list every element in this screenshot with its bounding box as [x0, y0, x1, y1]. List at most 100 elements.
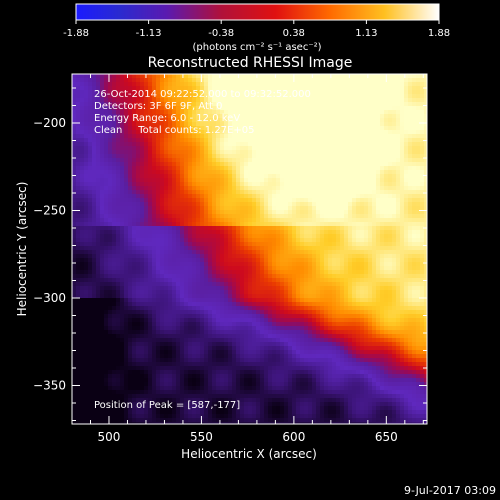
heatmap-cell	[176, 194, 181, 199]
heatmap-cell	[260, 146, 265, 151]
heatmap-cell	[140, 174, 145, 179]
heatmap-cell	[100, 182, 105, 187]
heatmap-cell	[192, 254, 197, 259]
heatmap-cell	[264, 126, 269, 131]
heatmap-cell	[384, 190, 389, 195]
heatmap-cell	[316, 222, 321, 227]
heatmap-cell	[316, 214, 321, 219]
heatmap-cell	[304, 286, 309, 291]
heatmap-cell	[424, 282, 427, 287]
heatmap-cell	[132, 162, 137, 167]
heatmap-cell	[328, 170, 333, 175]
heatmap-cell	[220, 174, 225, 179]
heatmap-cell	[116, 98, 121, 103]
heatmap-cell	[80, 170, 85, 175]
heatmap-cell	[172, 238, 177, 243]
heatmap-cell	[232, 178, 237, 183]
heatmap-cell	[216, 266, 221, 271]
heatmap-cell	[216, 74, 221, 79]
heatmap-cell	[352, 286, 357, 291]
heatmap-cell	[264, 278, 269, 283]
heatmap-cell	[300, 182, 305, 187]
heatmap-cell	[268, 138, 273, 143]
heatmap-cell	[380, 246, 385, 251]
heatmap-cell	[304, 134, 309, 139]
heatmap-cell	[252, 274, 257, 279]
heatmap-cell	[420, 206, 425, 211]
heatmap-cell	[360, 294, 365, 299]
heatmap-cell	[408, 218, 413, 223]
heatmap-cell	[140, 142, 145, 147]
heatmap-cell	[412, 282, 417, 287]
heatmap-cell	[80, 286, 85, 291]
heatmap-cell	[124, 74, 129, 79]
heatmap-cell	[224, 150, 229, 155]
heatmap-cell	[240, 206, 245, 211]
heatmap-cell	[164, 258, 169, 263]
heatmap-cell	[376, 118, 381, 123]
heatmap-cell	[200, 98, 205, 103]
heatmap-cell	[148, 166, 153, 171]
heatmap-cell	[384, 162, 389, 167]
heatmap-cell	[228, 222, 233, 227]
heatmap-cell	[248, 126, 253, 131]
heatmap-cell	[224, 282, 229, 287]
heatmap-cell	[424, 146, 427, 151]
heatmap-cell	[356, 222, 361, 227]
heatmap-cell	[304, 126, 309, 131]
heatmap-cell	[136, 114, 141, 119]
heatmap-cell	[300, 206, 305, 211]
heatmap-cell	[424, 258, 427, 263]
heatmap-cell	[320, 190, 325, 195]
heatmap-cell	[192, 102, 197, 107]
chart-title: Reconstructed RHESSI Image	[148, 55, 353, 71]
heatmap-cell	[376, 130, 381, 135]
heatmap-cell	[284, 102, 289, 107]
heatmap-cell	[408, 190, 413, 195]
heatmap-cell	[124, 194, 129, 199]
heatmap-cell	[264, 134, 269, 139]
heatmap-cell	[348, 230, 353, 235]
heatmap-cell	[220, 158, 225, 163]
heatmap-cell	[152, 154, 157, 159]
heatmap-cell	[100, 150, 105, 155]
heatmap-cell	[76, 274, 81, 279]
heatmap-cell	[104, 150, 109, 155]
heatmap-cell	[116, 94, 121, 99]
heatmap-cell	[84, 158, 89, 163]
heatmap-cell	[316, 254, 321, 259]
heatmap-cell	[240, 218, 245, 223]
heatmap-cell	[116, 162, 121, 167]
heatmap-cell	[72, 94, 77, 99]
heatmap-cell	[260, 246, 265, 251]
heatmap-cell	[332, 234, 337, 239]
heatmap-cell	[216, 202, 221, 207]
heatmap-cell	[376, 258, 381, 263]
heatmap-cell	[208, 146, 213, 151]
heatmap-cell	[316, 106, 321, 111]
heatmap-cell	[356, 118, 361, 123]
heatmap-cell	[84, 166, 89, 171]
heatmap-cell	[312, 114, 317, 119]
heatmap-cell	[308, 86, 313, 91]
heatmap-cell	[192, 150, 197, 155]
heatmap-cell	[344, 154, 349, 159]
heatmap-cell	[260, 258, 265, 263]
heatmap-cell	[404, 266, 409, 271]
heatmap-cell	[400, 174, 405, 179]
heatmap-cell	[264, 218, 269, 223]
heatmap-cell	[128, 118, 133, 123]
heatmap-cell	[88, 166, 93, 171]
heatmap-cell	[180, 250, 185, 255]
heatmap-cell	[356, 182, 361, 187]
heatmap-cell	[132, 182, 137, 187]
heatmap-cell	[88, 94, 93, 99]
heatmap-cell	[192, 214, 197, 219]
heatmap-cell	[352, 154, 357, 159]
heatmap-cell	[172, 118, 177, 123]
heatmap-cell	[224, 218, 229, 223]
heatmap-cell	[328, 258, 333, 263]
heatmap-cell	[300, 102, 305, 107]
heatmap-cell	[412, 138, 417, 143]
heatmap-cell	[256, 154, 261, 159]
